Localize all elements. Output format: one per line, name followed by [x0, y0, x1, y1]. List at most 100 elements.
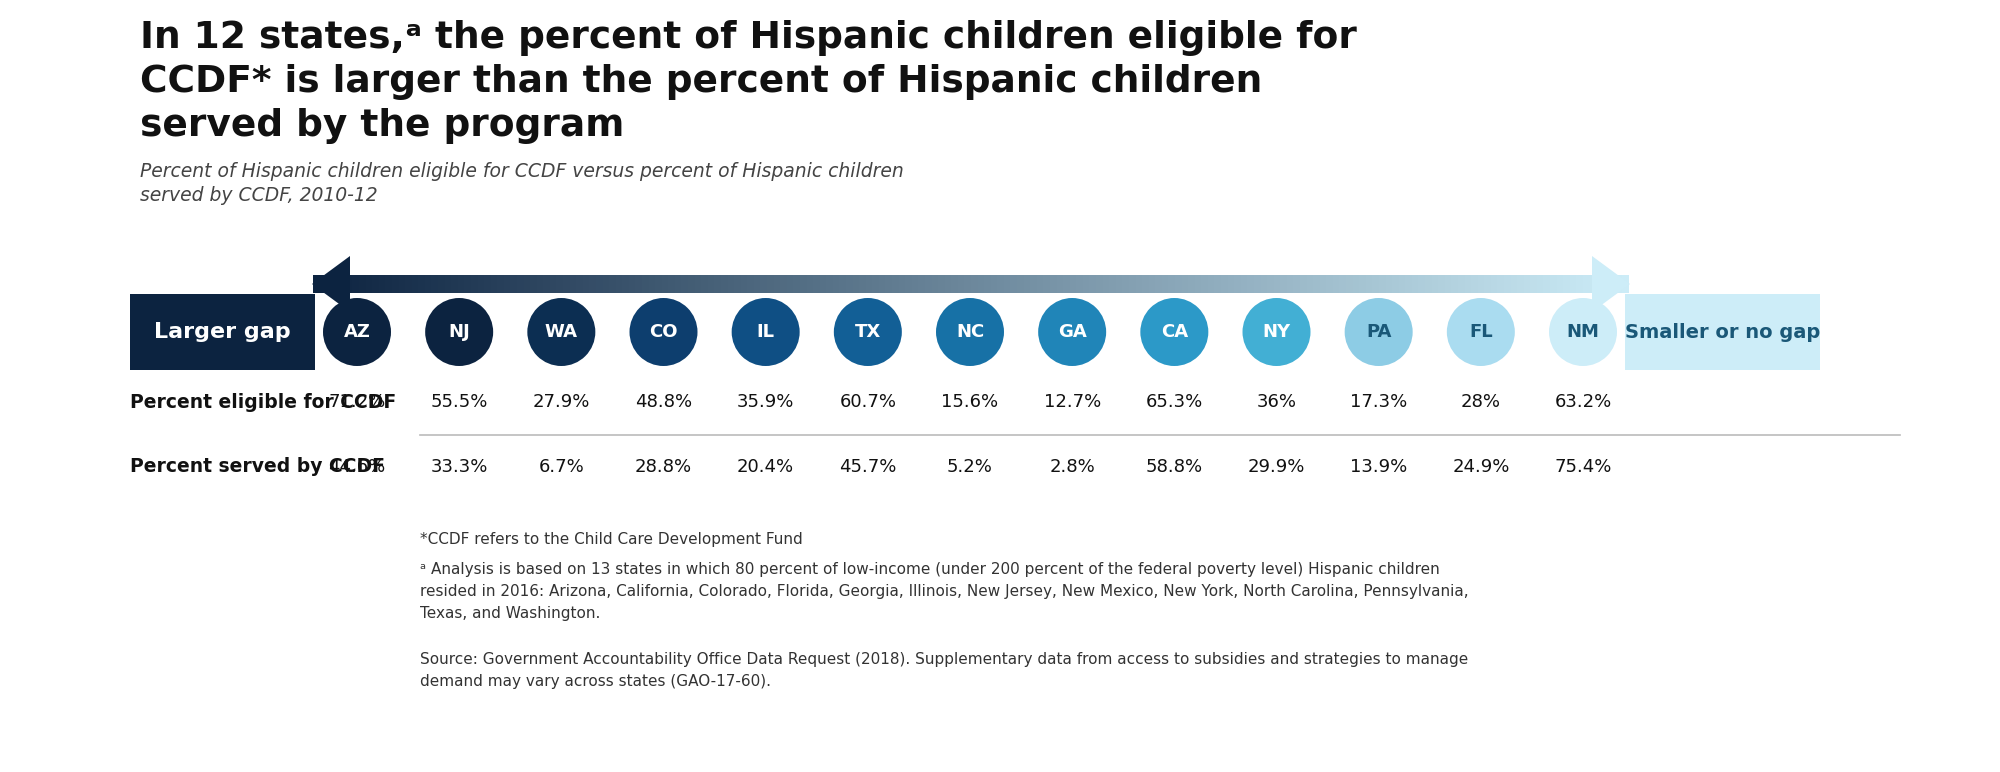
- Bar: [550, 275, 556, 293]
- Bar: [866, 275, 872, 293]
- Bar: [912, 275, 918, 293]
- Text: 2.8%: 2.8%: [1050, 458, 1096, 476]
- Bar: [886, 275, 892, 293]
- Bar: [814, 275, 820, 293]
- Bar: [530, 275, 536, 293]
- Bar: [1182, 275, 1188, 293]
- Polygon shape: [1592, 256, 1630, 312]
- Bar: [1426, 275, 1432, 293]
- Bar: [1478, 275, 1484, 293]
- Bar: [1076, 275, 1082, 293]
- Text: Larger gap: Larger gap: [154, 322, 290, 342]
- Bar: [944, 275, 952, 293]
- FancyBboxPatch shape: [1624, 294, 1820, 370]
- Bar: [1550, 275, 1556, 293]
- Bar: [1360, 275, 1366, 293]
- Bar: [1438, 275, 1444, 293]
- Bar: [1556, 275, 1564, 293]
- Bar: [932, 275, 938, 293]
- Bar: [720, 275, 728, 293]
- Bar: [1208, 275, 1214, 293]
- Bar: [478, 275, 484, 293]
- Bar: [564, 275, 570, 293]
- Bar: [662, 275, 668, 293]
- Text: TX: TX: [854, 323, 880, 341]
- Bar: [860, 275, 866, 293]
- Bar: [326, 275, 332, 293]
- Bar: [1314, 275, 1320, 293]
- Bar: [1458, 275, 1464, 293]
- Circle shape: [630, 298, 698, 366]
- Text: Percent of Hispanic children eligible for CCDF versus percent of Hispanic childr: Percent of Hispanic children eligible fo…: [140, 162, 904, 181]
- Bar: [510, 275, 516, 293]
- Bar: [1122, 275, 1128, 293]
- Bar: [754, 275, 760, 293]
- Bar: [1240, 275, 1248, 293]
- Bar: [1524, 275, 1530, 293]
- Bar: [398, 275, 406, 293]
- Bar: [352, 275, 360, 293]
- Bar: [1274, 275, 1280, 293]
- Text: NY: NY: [1262, 323, 1290, 341]
- Bar: [346, 275, 352, 293]
- Bar: [668, 275, 674, 293]
- Bar: [1332, 275, 1340, 293]
- Bar: [1352, 275, 1360, 293]
- Text: served by the program: served by the program: [140, 108, 624, 144]
- Bar: [464, 275, 470, 293]
- Bar: [1228, 275, 1234, 293]
- Bar: [1030, 275, 1036, 293]
- Text: 24.9%: 24.9%: [1452, 458, 1510, 476]
- Text: 44.6%: 44.6%: [328, 458, 386, 476]
- Bar: [1294, 275, 1300, 293]
- Bar: [484, 275, 490, 293]
- Bar: [636, 275, 642, 293]
- Bar: [682, 275, 688, 293]
- Text: CCDF* is larger than the percent of Hispanic children: CCDF* is larger than the percent of Hisp…: [140, 64, 1262, 100]
- Bar: [1366, 275, 1372, 293]
- Circle shape: [1038, 298, 1106, 366]
- Bar: [360, 275, 366, 293]
- Bar: [688, 275, 694, 293]
- Bar: [1056, 275, 1064, 293]
- Text: Percent served by CCDF: Percent served by CCDF: [130, 458, 384, 476]
- Bar: [1340, 275, 1346, 293]
- Bar: [872, 275, 878, 293]
- Text: 48.8%: 48.8%: [634, 393, 692, 411]
- Bar: [1570, 275, 1576, 293]
- Bar: [898, 275, 906, 293]
- Bar: [1530, 275, 1536, 293]
- Bar: [1280, 275, 1286, 293]
- Bar: [826, 275, 832, 293]
- Bar: [1510, 275, 1518, 293]
- Circle shape: [324, 298, 392, 366]
- Text: Source: Government Accountability Office Data Request (2018). Supplementary data: Source: Government Accountability Office…: [420, 652, 1468, 689]
- Bar: [1582, 275, 1590, 293]
- Bar: [708, 275, 714, 293]
- Bar: [702, 275, 708, 293]
- Bar: [1412, 275, 1418, 293]
- Bar: [1234, 275, 1240, 293]
- Bar: [1254, 275, 1260, 293]
- Bar: [312, 275, 320, 293]
- Bar: [1306, 275, 1314, 293]
- Bar: [728, 275, 734, 293]
- Bar: [1320, 275, 1326, 293]
- Text: 28.8%: 28.8%: [634, 458, 692, 476]
- Bar: [412, 275, 418, 293]
- Text: 17.3%: 17.3%: [1350, 393, 1408, 411]
- Text: *CCDF refers to the Child Care Development Fund: *CCDF refers to the Child Care Developme…: [420, 532, 802, 547]
- Text: FL: FL: [1470, 323, 1492, 341]
- Bar: [800, 275, 806, 293]
- Bar: [1616, 275, 1622, 293]
- Text: 65.3%: 65.3%: [1146, 393, 1202, 411]
- Bar: [628, 275, 636, 293]
- Bar: [504, 275, 510, 293]
- Bar: [786, 275, 794, 293]
- Text: 63.2%: 63.2%: [1554, 393, 1612, 411]
- Bar: [366, 275, 372, 293]
- Bar: [892, 275, 898, 293]
- Bar: [694, 275, 702, 293]
- Bar: [1372, 275, 1378, 293]
- Text: 36%: 36%: [1256, 393, 1296, 411]
